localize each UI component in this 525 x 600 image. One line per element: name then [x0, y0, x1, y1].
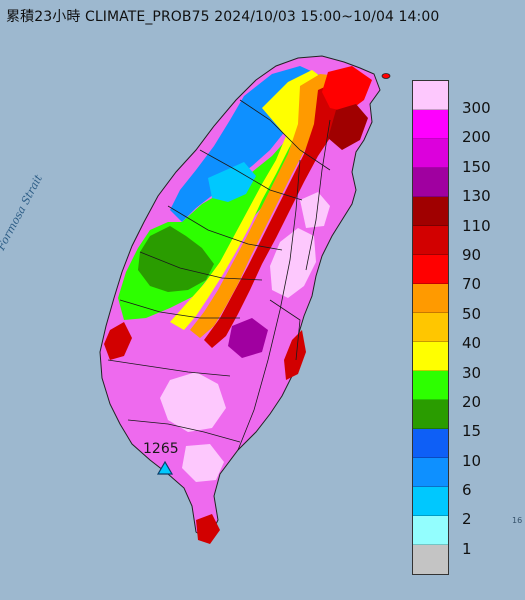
map-title: 累積23小時 CLIMATE_PROB75 2024/10/03 15:00~1… [6, 9, 440, 25]
station-value-label: 1265 [143, 441, 179, 457]
legend-swatch [413, 516, 448, 545]
transition-red-band [204, 80, 360, 348]
legend-swatch [413, 458, 448, 487]
legend-value-label: 150 [462, 157, 491, 176]
color-legend [412, 80, 449, 575]
south-purple-patch [228, 318, 268, 358]
transition-orange-band [190, 74, 340, 338]
legend-value-label: 2 [462, 510, 472, 529]
station-marker [156, 460, 174, 475]
legend-swatch [413, 487, 448, 516]
legend-value-label: 30 [462, 363, 482, 382]
legend-swatch [413, 81, 448, 110]
county-boundaries [107, 99, 331, 451]
legend-swatch [413, 545, 448, 574]
legend-value-label: 40 [462, 334, 482, 353]
legend-value-label: 6 [462, 481, 472, 500]
east-coast-red-strip [284, 330, 306, 380]
legend-swatch [413, 429, 448, 458]
legend-value-label: 20 [462, 392, 482, 411]
legend-value-label: 50 [462, 304, 482, 323]
legend-value-label: 10 [462, 451, 482, 470]
legend-swatch [413, 139, 448, 168]
north-darkred-cluster [328, 104, 368, 150]
legend-swatch [413, 313, 448, 342]
guishan-island [381, 73, 391, 79]
legend-swatch [413, 168, 448, 197]
legend-value-label: 15 [462, 422, 482, 441]
legend-value-label: 300 [462, 99, 491, 117]
legend-swatch [413, 255, 448, 284]
legend-swatch [413, 342, 448, 371]
transition-yellow-band [170, 70, 328, 330]
west-plain-cyan-zone [208, 162, 256, 202]
legend-swatch [413, 400, 448, 429]
south-pink-zone [160, 372, 226, 432]
legend-value-label: 1 [462, 539, 472, 558]
legend-swatch [413, 226, 448, 255]
legend-swatch [413, 284, 448, 313]
legend-value-label: 110 [462, 216, 491, 235]
legend-value-label: 200 [462, 128, 491, 147]
legend-swatch [413, 197, 448, 226]
southwest-pink-zone [182, 444, 224, 482]
legend-value-label: 70 [462, 275, 482, 294]
south-tip-red [196, 514, 220, 544]
mountain-pink-core-2 [300, 192, 330, 228]
legend-swatch [413, 371, 448, 400]
legend-value-label: 90 [462, 245, 482, 264]
southwest-coast-red [104, 322, 132, 360]
edge-mark-label: 16 [512, 516, 523, 525]
west-plain-darkgreen-zone [138, 226, 214, 292]
north-red-cluster [322, 66, 372, 112]
legend-swatch [413, 110, 448, 139]
legend-labels: 300 200 150 130 110 90 70 50 40 30 20 15 10 6 2 1 [462, 94, 522, 564]
mountain-pink-core [270, 228, 316, 298]
legend-value-label: 130 [462, 187, 491, 206]
